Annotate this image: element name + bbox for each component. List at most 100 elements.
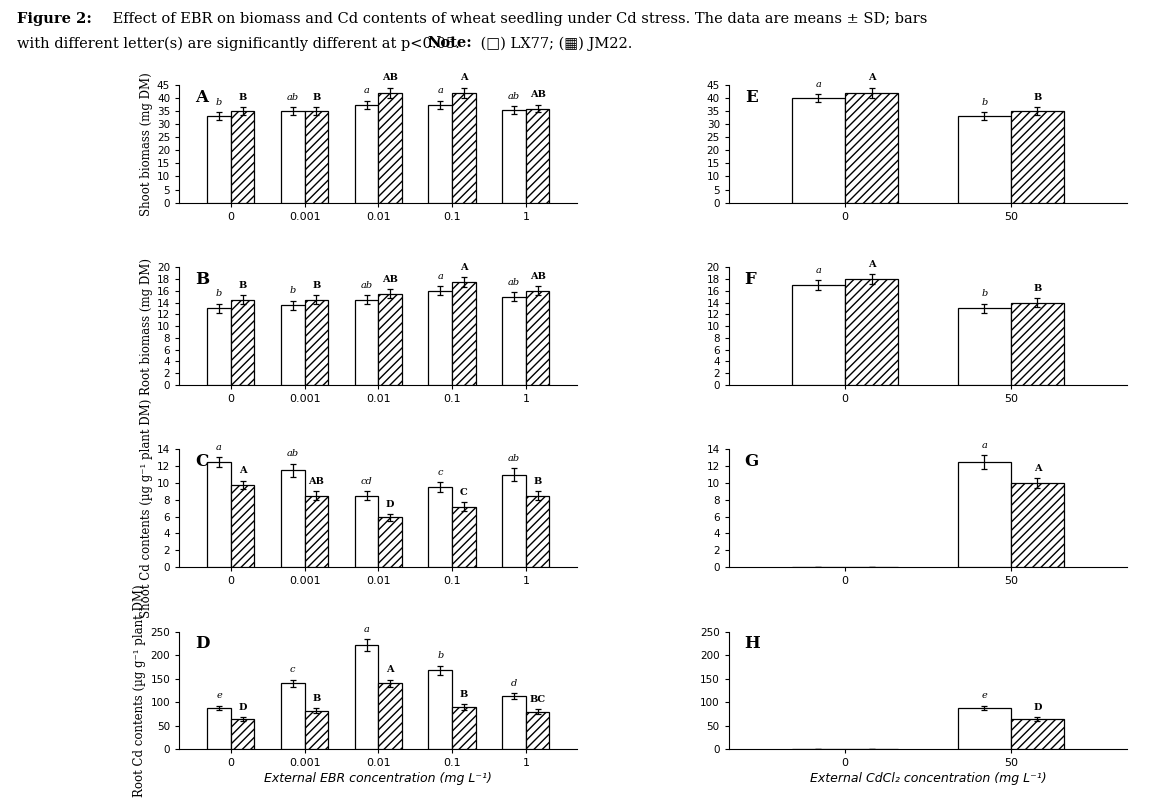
- Bar: [792, 98, 845, 202]
- Text: Figure 2:: Figure 2:: [17, 12, 92, 26]
- Y-axis label: Shoot Cd contents (µg g⁻¹ plant DM): Shoot Cd contents (µg g⁻¹ plant DM): [140, 399, 153, 618]
- Bar: [207, 462, 231, 567]
- Bar: [429, 488, 452, 567]
- Text: a: a: [815, 80, 822, 89]
- Text: a: a: [437, 87, 443, 96]
- Text: AB: AB: [309, 477, 325, 486]
- Bar: [502, 475, 526, 567]
- Bar: [281, 111, 304, 202]
- Text: B: B: [1033, 93, 1042, 102]
- Text: a: a: [216, 443, 222, 452]
- Text: AB: AB: [529, 272, 546, 281]
- Bar: [845, 279, 898, 385]
- Text: e: e: [216, 691, 222, 700]
- Text: ab: ab: [287, 93, 299, 102]
- Text: b: b: [216, 98, 222, 107]
- Text: ab: ab: [507, 92, 520, 100]
- Text: b: b: [981, 98, 987, 107]
- Bar: [1012, 302, 1064, 385]
- Bar: [526, 291, 549, 385]
- Bar: [1012, 718, 1064, 749]
- Bar: [1012, 483, 1064, 567]
- Bar: [207, 708, 231, 749]
- Bar: [526, 496, 549, 567]
- Text: b: b: [290, 287, 296, 296]
- Bar: [792, 285, 845, 385]
- Bar: [378, 684, 402, 749]
- Bar: [452, 707, 475, 749]
- Bar: [378, 93, 402, 202]
- X-axis label: External CdCl₂ concentration (mg L⁻¹): External CdCl₂ concentration (mg L⁻¹): [809, 773, 1046, 786]
- Text: A: A: [386, 665, 394, 675]
- Text: ab: ab: [361, 280, 372, 290]
- Text: A: A: [868, 74, 875, 83]
- Bar: [231, 300, 254, 385]
- Bar: [281, 305, 304, 385]
- Bar: [502, 296, 526, 385]
- Bar: [281, 684, 304, 749]
- Text: H: H: [744, 635, 761, 652]
- Bar: [452, 282, 475, 385]
- X-axis label: External EBR concentration (mg L⁻¹): External EBR concentration (mg L⁻¹): [265, 773, 492, 786]
- Bar: [429, 670, 452, 749]
- Bar: [304, 496, 328, 567]
- Bar: [845, 93, 898, 202]
- Text: b: b: [981, 289, 987, 298]
- Text: B: B: [312, 280, 320, 290]
- Bar: [207, 309, 231, 385]
- Text: d: d: [511, 679, 517, 688]
- Text: cd: cd: [361, 477, 372, 486]
- Text: AB: AB: [529, 91, 546, 100]
- Bar: [429, 291, 452, 385]
- Bar: [452, 93, 475, 202]
- Bar: [231, 111, 254, 202]
- Bar: [304, 710, 328, 749]
- Bar: [502, 696, 526, 749]
- Text: B: B: [195, 271, 209, 288]
- Text: ab: ab: [507, 454, 520, 463]
- Bar: [281, 471, 304, 567]
- Text: C: C: [195, 453, 208, 470]
- Bar: [231, 718, 254, 749]
- Text: b: b: [216, 289, 222, 298]
- Text: ab: ab: [507, 278, 520, 287]
- Text: A: A: [460, 263, 468, 272]
- Text: ab: ab: [287, 450, 299, 458]
- Bar: [452, 506, 475, 567]
- Bar: [526, 109, 549, 202]
- Text: A: A: [239, 467, 246, 475]
- Text: A: A: [460, 74, 468, 83]
- Text: G: G: [744, 453, 759, 470]
- Bar: [378, 518, 402, 567]
- Text: C: C: [460, 488, 468, 497]
- Bar: [958, 309, 1012, 385]
- Text: Effect of EBR on biomass and Cd contents of wheat seedling under Cd stress. The : Effect of EBR on biomass and Cd contents…: [108, 12, 927, 26]
- Bar: [355, 300, 378, 385]
- Text: a: a: [815, 266, 822, 275]
- Y-axis label: Root Cd contents (µg g⁻¹ plant DM): Root Cd contents (µg g⁻¹ plant DM): [133, 584, 147, 797]
- Bar: [502, 110, 526, 202]
- Text: (□) LX77; (▦) JM22.: (□) LX77; (▦) JM22.: [476, 36, 632, 51]
- Text: F: F: [744, 271, 756, 288]
- Bar: [304, 111, 328, 202]
- Y-axis label: Shoot biomass (mg DM): Shoot biomass (mg DM): [140, 72, 153, 215]
- Text: BC: BC: [529, 695, 546, 704]
- Text: B: B: [238, 280, 246, 290]
- Text: a: a: [437, 272, 443, 281]
- Bar: [207, 117, 231, 202]
- Text: AB: AB: [383, 275, 398, 284]
- Bar: [526, 712, 549, 749]
- Text: A: A: [1033, 464, 1042, 473]
- Text: b: b: [437, 651, 444, 660]
- Bar: [1012, 111, 1064, 202]
- Text: with different letter(s) are significantly different at p<0.05.: with different letter(s) are significant…: [17, 36, 465, 51]
- Text: B: B: [312, 694, 320, 703]
- Text: E: E: [744, 88, 757, 105]
- Bar: [355, 645, 378, 749]
- Text: D: D: [1033, 702, 1042, 711]
- Text: B: B: [238, 93, 246, 102]
- Text: a: a: [364, 87, 370, 96]
- Bar: [355, 104, 378, 202]
- Text: c: c: [437, 468, 443, 477]
- Text: B: B: [312, 93, 320, 102]
